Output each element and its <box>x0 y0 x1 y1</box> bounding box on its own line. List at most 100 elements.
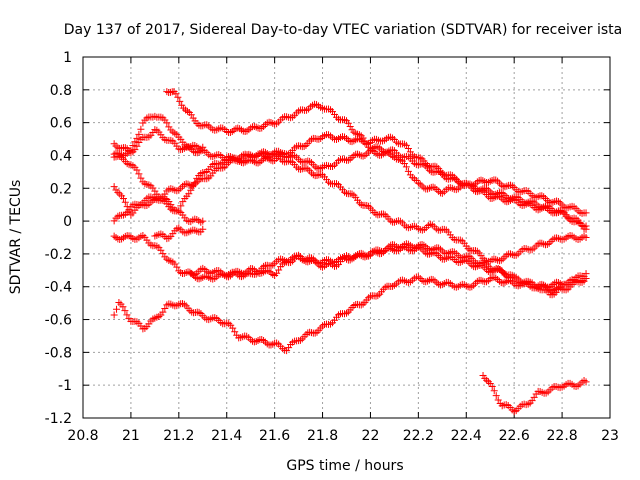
data-point <box>137 125 145 133</box>
data-point <box>582 222 590 230</box>
data-point <box>177 202 185 210</box>
x-tick-label: 22.8 <box>547 428 578 444</box>
data-point <box>346 155 354 163</box>
plot-frame <box>82 56 611 419</box>
data-point <box>357 201 365 209</box>
data-point <box>187 186 195 194</box>
series-track-d <box>110 146 590 219</box>
series-track-g <box>151 224 207 243</box>
data-point <box>199 225 207 233</box>
y-tick-label: 1 <box>63 50 72 66</box>
data-point <box>540 193 548 201</box>
data-point <box>486 275 494 283</box>
series-track-f <box>110 193 207 226</box>
x-tick-label: 21.6 <box>259 428 290 444</box>
data-point <box>495 277 503 285</box>
data-point <box>501 278 509 286</box>
chart-title: Day 137 of 2017, Sidereal Day-to-day VTE… <box>64 22 622 38</box>
data-point <box>492 255 500 263</box>
data-point <box>418 276 426 284</box>
data-point <box>137 174 145 182</box>
data-point <box>344 136 352 144</box>
data-point <box>553 208 561 216</box>
data-point <box>466 253 474 261</box>
data-point <box>365 202 373 210</box>
data-point <box>348 190 356 198</box>
x-tick-label: 22.2 <box>403 428 434 444</box>
y-tick-label: 0.2 <box>50 181 72 197</box>
data-point <box>359 300 367 308</box>
data-point <box>191 178 199 186</box>
data-point <box>161 304 169 312</box>
axis-ticks <box>82 56 611 419</box>
data-point <box>173 263 181 271</box>
data-point <box>431 184 439 192</box>
data-point <box>121 198 129 206</box>
series-track-e <box>110 149 590 265</box>
data-point <box>374 292 382 300</box>
data-point <box>313 328 321 336</box>
data-point <box>436 189 444 197</box>
data-point <box>582 209 590 217</box>
data-point <box>296 336 304 344</box>
data-point <box>488 383 496 391</box>
data-point <box>416 154 424 162</box>
data-point <box>554 234 562 242</box>
data-point <box>135 130 143 138</box>
data-point <box>381 211 389 219</box>
data-point <box>473 178 481 186</box>
data-point <box>402 163 410 171</box>
data-point <box>508 278 516 286</box>
x-axis-title: GPS time / hours <box>286 458 403 474</box>
y-tick-label: -1.2 <box>45 411 72 427</box>
data-point <box>346 123 354 131</box>
y-tick-label: -0.6 <box>45 313 72 329</box>
data-point <box>486 177 494 185</box>
data-point <box>490 194 498 202</box>
data-point <box>110 183 118 191</box>
data-point <box>508 251 516 259</box>
data-point <box>435 244 443 252</box>
x-tick-label: 22 <box>362 428 380 444</box>
data-point <box>159 308 167 316</box>
data-point <box>234 124 242 132</box>
data-point <box>479 177 487 185</box>
x-tick-label: 21.2 <box>163 428 194 444</box>
data-point <box>490 387 498 395</box>
data-point <box>133 134 141 142</box>
data-point <box>483 376 491 384</box>
data-point <box>304 165 312 173</box>
data-point <box>433 163 441 171</box>
data-point <box>553 234 561 242</box>
data-point <box>113 305 121 313</box>
data-point <box>176 97 184 105</box>
data-point <box>189 183 197 191</box>
data-point <box>416 274 424 282</box>
data-point <box>269 261 277 269</box>
data-point <box>554 198 562 206</box>
y-tick-label: 0.8 <box>50 83 72 99</box>
x-tick-label: 22.4 <box>451 428 482 444</box>
data-point <box>582 378 590 386</box>
data-point <box>483 278 491 286</box>
x-tick-label: 21.4 <box>211 428 242 444</box>
data-point <box>260 336 268 344</box>
data-point <box>492 274 500 282</box>
data-point <box>503 277 511 285</box>
data-point <box>501 183 509 191</box>
data-point <box>355 151 363 159</box>
data-point <box>110 311 118 319</box>
data-point <box>252 123 260 131</box>
data-point <box>357 136 365 144</box>
data-point <box>497 256 505 264</box>
data-point <box>237 126 245 134</box>
data-point <box>183 107 191 115</box>
data-point <box>135 170 143 178</box>
data-point <box>133 166 141 174</box>
data-point <box>416 180 424 188</box>
data-point <box>180 104 188 112</box>
y-axis-title: SDTVAR / TECUs <box>8 180 24 295</box>
y-tick-label: -0.2 <box>45 247 72 263</box>
data-point <box>129 142 137 150</box>
data-point <box>582 275 590 283</box>
